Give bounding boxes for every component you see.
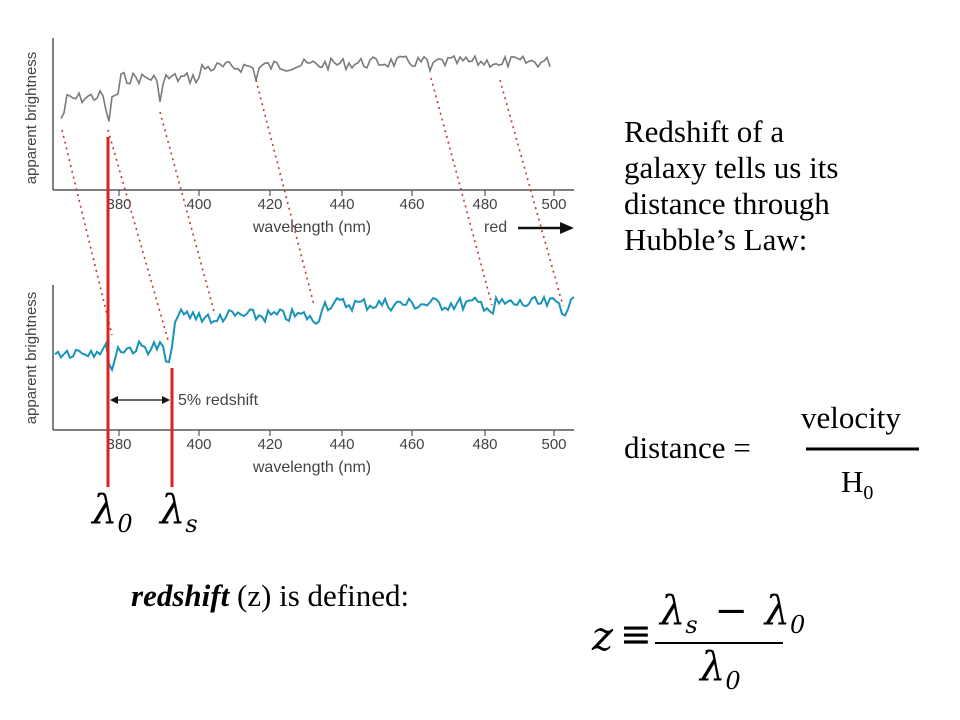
top-tick-label: 440: [329, 196, 354, 213]
lambda-rest-subscript: 0: [117, 510, 133, 538]
z-lambda-s-subscript: s: [685, 611, 698, 639]
bottom-panel: 380 400 420 440 460 480 500 wavelength (…: [23, 285, 575, 476]
dotted-line: [255, 79, 315, 306]
bottom-tick-label: 400: [186, 436, 211, 453]
top-tick-label: 480: [472, 196, 497, 213]
redshift-term: redshift: [131, 578, 230, 613]
hubble-numerator: velocity: [801, 400, 901, 435]
lambda-shifted-subscript: s: [185, 510, 198, 538]
top-tick-label: 460: [399, 196, 424, 213]
equiv-symbol: ≡: [620, 612, 652, 656]
top-spectrum-line: [60, 54, 551, 122]
hubble-description: Redshift of a galaxy tells us its distan…: [624, 114, 839, 257]
top-x-axis-label: wavelength (nm): [252, 219, 371, 236]
lambda-rest-symbol: λ: [92, 487, 118, 533]
bottom-tick-label: 500: [541, 436, 566, 453]
bottom-tick-label: 460: [399, 436, 424, 453]
bottom-y-axis-label: apparent brightness: [23, 292, 40, 425]
lambda-rest-label: λ0: [92, 488, 133, 546]
z-minus: −: [714, 588, 748, 634]
z-symbol: z: [592, 614, 614, 660]
red-arrow: [518, 222, 574, 234]
top-panel: 380 400 420 440 460 480 500 wavelength (…: [23, 38, 574, 236]
bottom-tick-marks: [118, 430, 555, 436]
hubble-denominator: H0: [841, 464, 873, 505]
hubble-constant: H: [841, 464, 864, 499]
redshift-definition-text: (z) is defined:: [229, 578, 410, 613]
bottom-tick-label: 380: [106, 436, 131, 453]
red-label: red: [484, 219, 507, 236]
hubble-lhs: distance =: [624, 430, 751, 465]
bottom-tick-label: 440: [329, 436, 354, 453]
bottom-tick-label: 480: [472, 436, 497, 453]
bottom-spectrum-line: [54, 294, 575, 373]
z-lambda-s: λ: [660, 588, 686, 634]
redshift-definition: redshift (z) is defined:: [131, 578, 409, 614]
z-denominator: λ0: [700, 644, 741, 695]
shift-label: 5% redshift: [178, 392, 259, 409]
dotted-line: [61, 129, 113, 336]
correspondence-lines: [61, 77, 564, 341]
shift-arrow: [110, 396, 170, 404]
lambda-shifted-symbol: λ: [160, 487, 186, 533]
z-den-lambda: λ: [700, 644, 726, 690]
z-den-lambda-subscript: 0: [725, 667, 741, 695]
top-tick-label: 380: [106, 196, 131, 213]
dotted-line: [159, 111, 216, 316]
hubble-constant-subscript: 0: [863, 482, 874, 505]
bottom-x-axis-label: wavelength (nm): [252, 459, 371, 476]
top-y-axis-label: apparent brightness: [23, 52, 40, 185]
top-tick-label: 400: [186, 196, 211, 213]
z-lambda-0-subscript: 0: [790, 611, 806, 639]
lambda-shifted-label: λs: [160, 488, 198, 546]
top-tick-marks: [118, 190, 555, 196]
top-tick-label: 420: [257, 196, 282, 213]
z-numerator: λs − λ0: [660, 588, 805, 639]
dotted-line: [107, 129, 169, 341]
bottom-tick-label: 420: [257, 436, 282, 453]
z-lambda-0: λ: [764, 588, 790, 634]
top-tick-label: 500: [541, 196, 566, 213]
dotted-line: [430, 77, 493, 306]
